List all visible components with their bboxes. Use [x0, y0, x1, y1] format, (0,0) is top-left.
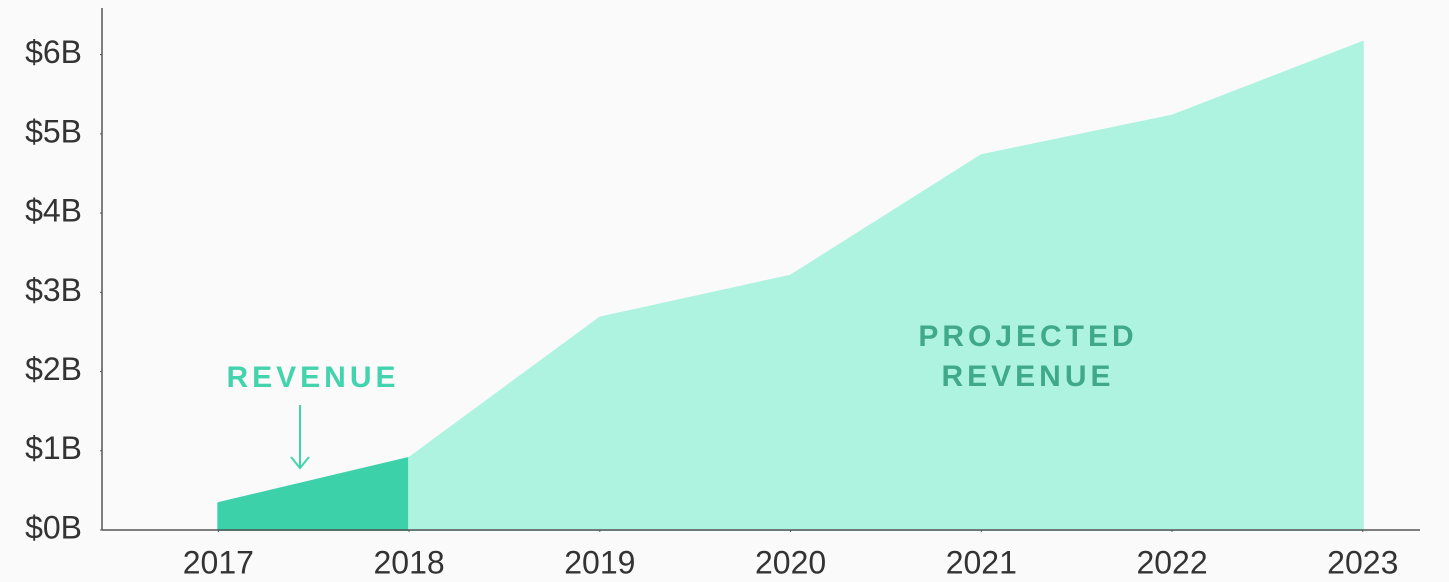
area [217, 456, 411, 531]
x-tick-label: 2023 [1327, 544, 1398, 580]
x-tick-label: 2018 [373, 544, 444, 580]
y-tick-label: $5B [25, 113, 82, 149]
x-tick-label: 2020 [755, 544, 826, 580]
y-tick-label: $1B [25, 430, 82, 466]
y-tick-label: $0B [25, 509, 82, 545]
revenue-arrow [290, 405, 310, 470]
projected-revenue-label: PROJECTED REVENUE [918, 320, 1138, 393]
x-tick-label: 2021 [946, 544, 1017, 580]
y-tick-label: $2B [25, 351, 82, 387]
y-tick-label: $4B [25, 193, 82, 229]
revenue-label: REVENUE [226, 361, 400, 394]
area [408, 40, 1364, 531]
y-tick-label: $3B [25, 272, 82, 308]
y-tick-label: $6B [25, 34, 82, 70]
x-tick-label: 2017 [183, 544, 254, 580]
x-tick-label: 2022 [1136, 544, 1207, 580]
x-tick-label: 2019 [564, 544, 635, 580]
areas [217, 40, 1364, 531]
